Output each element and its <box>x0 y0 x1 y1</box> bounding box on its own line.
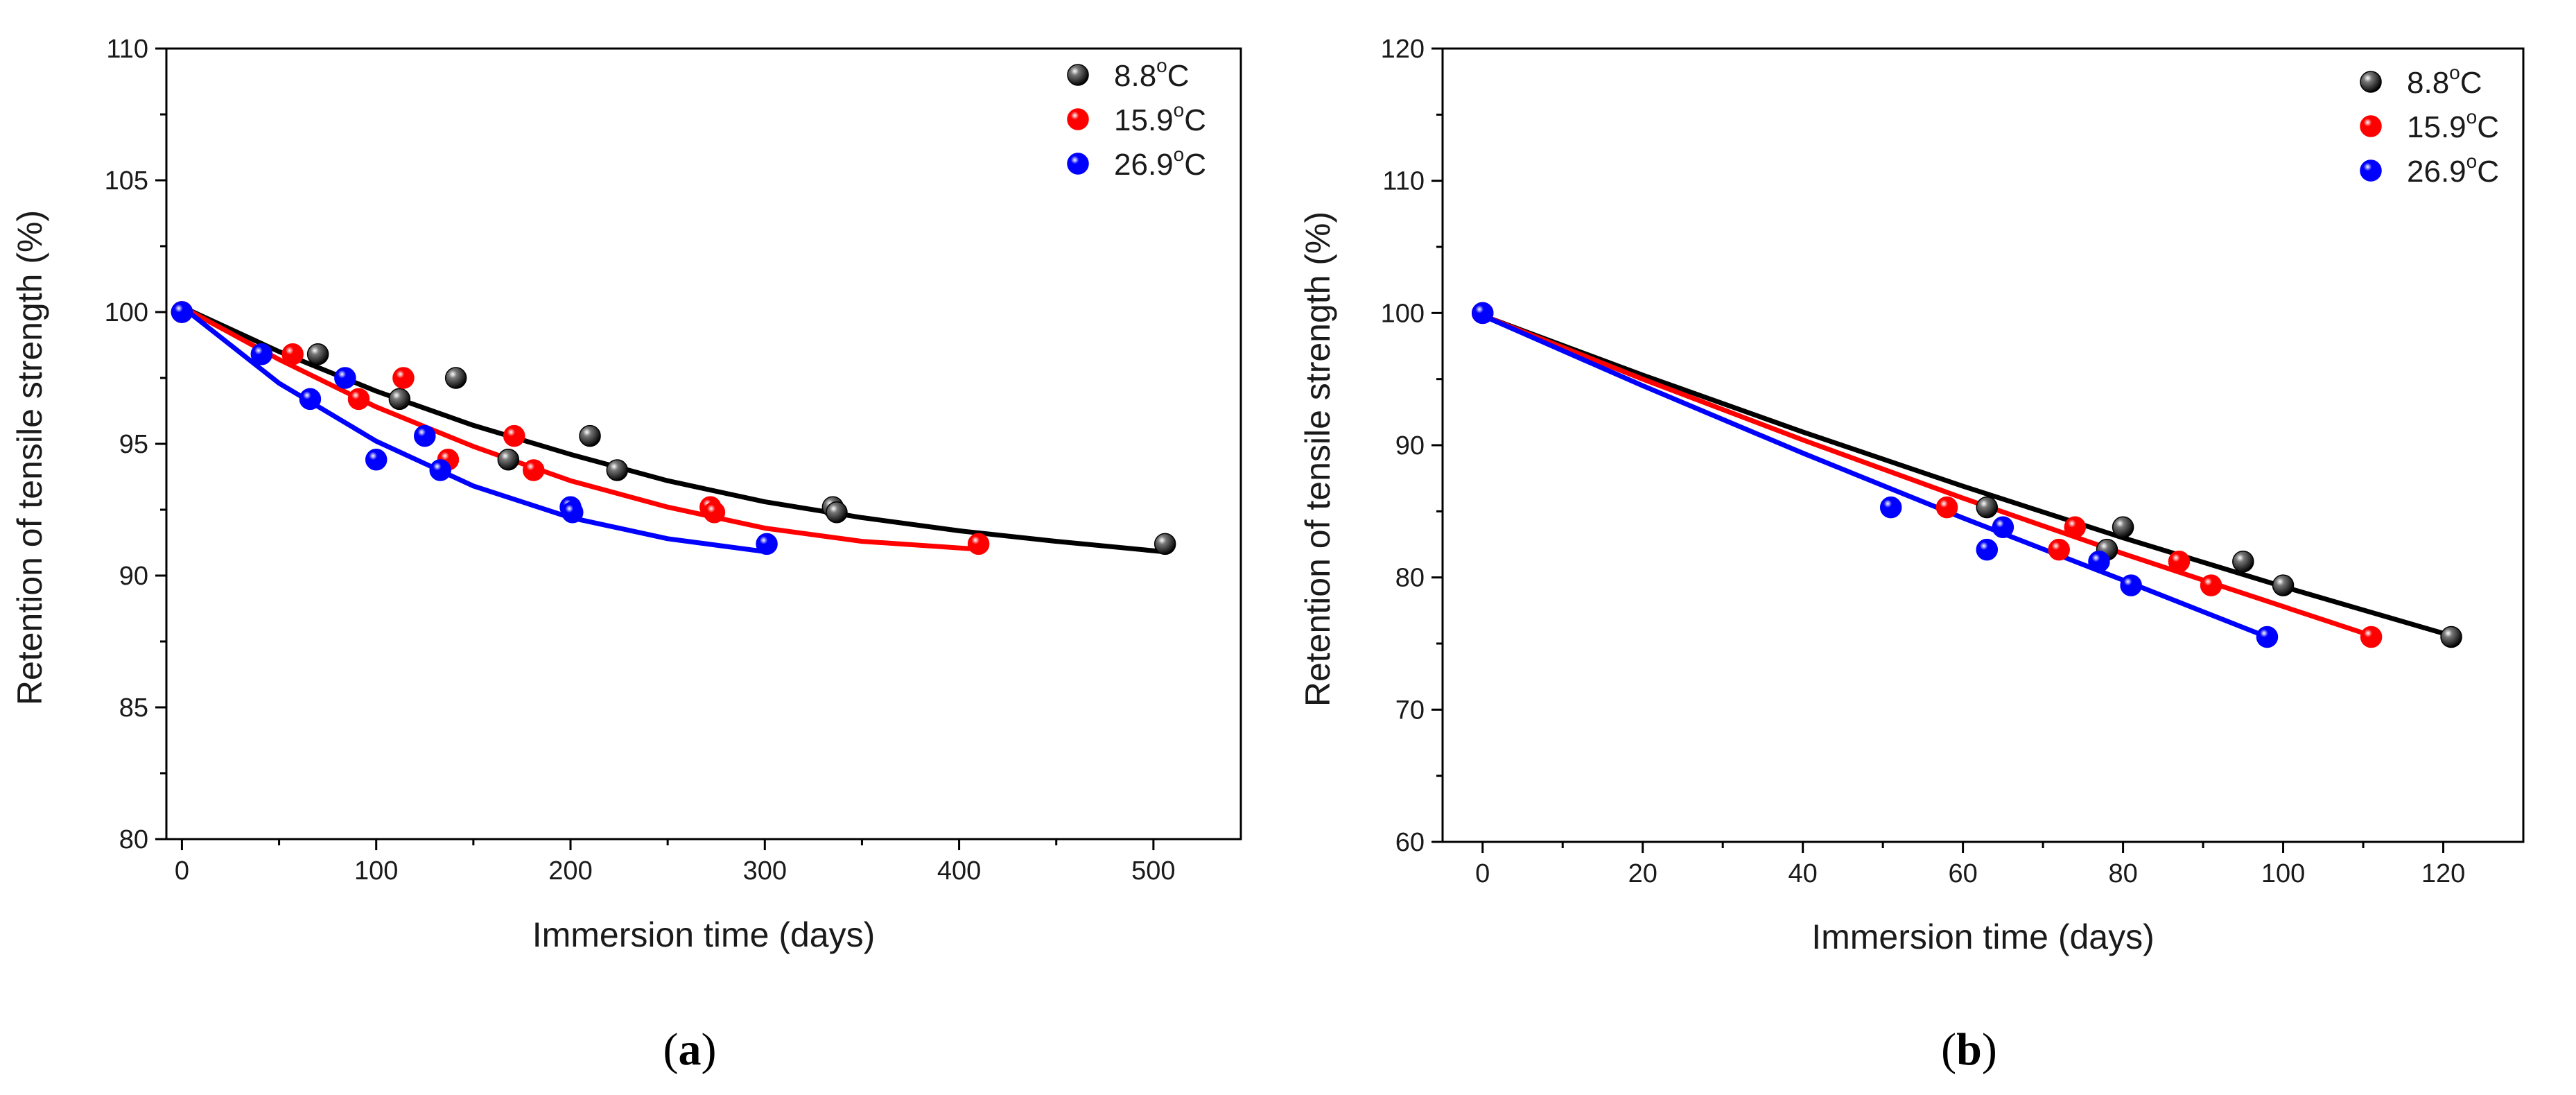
data-point-26.9 <box>414 424 436 447</box>
data-point-8.8 <box>2232 551 2254 573</box>
fit-line-26.9 <box>179 304 769 555</box>
y-tick-label: 100 <box>105 298 148 327</box>
chart-panel-a: 0 100 200 300 400 500 80 85 90 95 100 105 110 Immersi… <box>10 35 1242 1075</box>
fit-line-26.9 <box>1480 313 2270 639</box>
data-point-15.9 <box>703 501 726 524</box>
legend-marker <box>1067 108 1089 130</box>
legend-marker <box>2360 71 2382 93</box>
data-point-26.9 <box>429 459 451 481</box>
y-tick-label: 80 <box>1395 564 1425 593</box>
x-tick-label: 120 <box>2421 859 2465 888</box>
data-point-8.8 <box>826 501 848 524</box>
data-point-15.9 <box>967 533 990 555</box>
data-point-8.8 <box>388 388 411 411</box>
y-tick-label: 110 <box>106 35 148 64</box>
legend: 8.8oC 15.9oC 26.9oC <box>1067 55 1206 182</box>
y-tick-label: 80 <box>119 825 148 854</box>
fit-line-8.8 <box>179 304 1168 555</box>
panel-label: (a) <box>663 1024 717 1075</box>
data-point-8.8 <box>306 343 329 365</box>
y-tick-label: 85 <box>119 693 148 723</box>
legend-label: 26.9oC <box>1114 144 1206 182</box>
legend-marker <box>2360 115 2382 137</box>
legend-label: 8.8oC <box>2407 62 2482 100</box>
legend-label: 8.8oC <box>1114 55 1190 93</box>
chart-panel-b: 0 20 40 60 80 100 120 60 70 80 90 100 110 120 Immersio… <box>1298 35 2525 1075</box>
x-axis-title: Immersion time (days) <box>1811 917 2155 956</box>
x-tick-label: 80 <box>2108 859 2137 888</box>
data-point-15.9 <box>392 367 415 389</box>
x-tick-label: 100 <box>2261 859 2305 888</box>
data-point-8.8 <box>2440 626 2462 648</box>
data-point-15.9 <box>2200 574 2222 596</box>
data-point-15.9 <box>2360 626 2383 648</box>
data-point-15.9 <box>281 343 304 365</box>
legend: 8.8oC 15.9oC 26.9oC <box>2360 62 2499 189</box>
data-point-26.9 <box>756 533 778 555</box>
x-tick-label: 60 <box>1948 859 1977 888</box>
data-point-26.9 <box>334 367 356 389</box>
data-point-8.8 <box>1154 533 1176 555</box>
y-tick-label: 105 <box>105 166 148 196</box>
data-point-8.8 <box>497 449 520 471</box>
legend-marker <box>2360 159 2382 182</box>
fit-line-15.9 <box>1480 313 2374 639</box>
legend-marker <box>1067 64 1089 86</box>
y-tick-label: 60 <box>1395 828 1425 857</box>
x-tick-label: 0 <box>175 856 189 886</box>
data-point-8.8 <box>2272 574 2295 596</box>
fit-line-8.8 <box>1480 313 2454 639</box>
data-point-8.8 <box>2112 516 2134 538</box>
x-tick-label: 400 <box>937 856 981 886</box>
x-tick-label: 300 <box>743 856 787 886</box>
x-tick-label: 0 <box>1475 859 1490 888</box>
legend-marker <box>1067 153 1089 175</box>
y-axis-title: Retention of tensile strength (%) <box>10 210 49 705</box>
fit-line-15.9 <box>179 304 982 552</box>
data-point-26.9 <box>2088 551 2110 573</box>
y-tick-label: 90 <box>119 562 148 591</box>
data-point-26.9 <box>2120 574 2142 596</box>
data-point-26.9 <box>299 388 322 411</box>
data-point-8.8 <box>444 367 467 389</box>
y-tick-label: 120 <box>1381 35 1425 64</box>
x-tick-label: 20 <box>1628 859 1657 888</box>
y-tick-label: 90 <box>1395 431 1425 460</box>
y-tick-label: 110 <box>1382 167 1425 196</box>
x-tick-label: 500 <box>1131 856 1175 886</box>
data-point-15.9 <box>503 424 525 447</box>
panel-label: (b) <box>1941 1024 1997 1075</box>
data-point-26.9 <box>1471 302 1494 325</box>
data-point-26.9 <box>562 501 584 524</box>
data-point-26.9 <box>1976 538 1999 561</box>
data-point-8.8 <box>579 424 601 447</box>
data-point-15.9 <box>2048 538 2070 561</box>
y-axis-title: Retention of tensile strength (%) <box>1298 212 1337 707</box>
data-point-26.9 <box>2256 626 2279 648</box>
y-tick-label: 95 <box>119 430 148 459</box>
y-tick-label: 100 <box>1381 299 1425 328</box>
x-tick-label: 100 <box>354 856 398 886</box>
legend-label: 15.9oC <box>1114 99 1206 137</box>
legend-label: 15.9oC <box>2407 106 2499 144</box>
data-point-15.9 <box>2064 516 2087 538</box>
x-axis-title: Immersion time (days) <box>532 915 876 954</box>
data-point-8.8 <box>606 459 629 481</box>
data-point-26.9 <box>171 301 193 323</box>
data-point-15.9 <box>1935 496 1958 519</box>
data-point-8.8 <box>1976 496 1999 519</box>
data-point-15.9 <box>2168 551 2191 573</box>
x-tick-label: 40 <box>1789 859 1818 888</box>
data-point-26.9 <box>365 449 388 471</box>
y-tick-label: 70 <box>1395 696 1425 725</box>
data-point-26.9 <box>250 343 273 365</box>
legend-label: 26.9oC <box>2407 150 2499 189</box>
x-tick-label: 200 <box>548 856 592 886</box>
data-point-15.9 <box>522 459 545 481</box>
data-point-26.9 <box>1879 496 1902 519</box>
data-point-26.9 <box>1992 516 2014 538</box>
data-point-15.9 <box>347 388 370 411</box>
